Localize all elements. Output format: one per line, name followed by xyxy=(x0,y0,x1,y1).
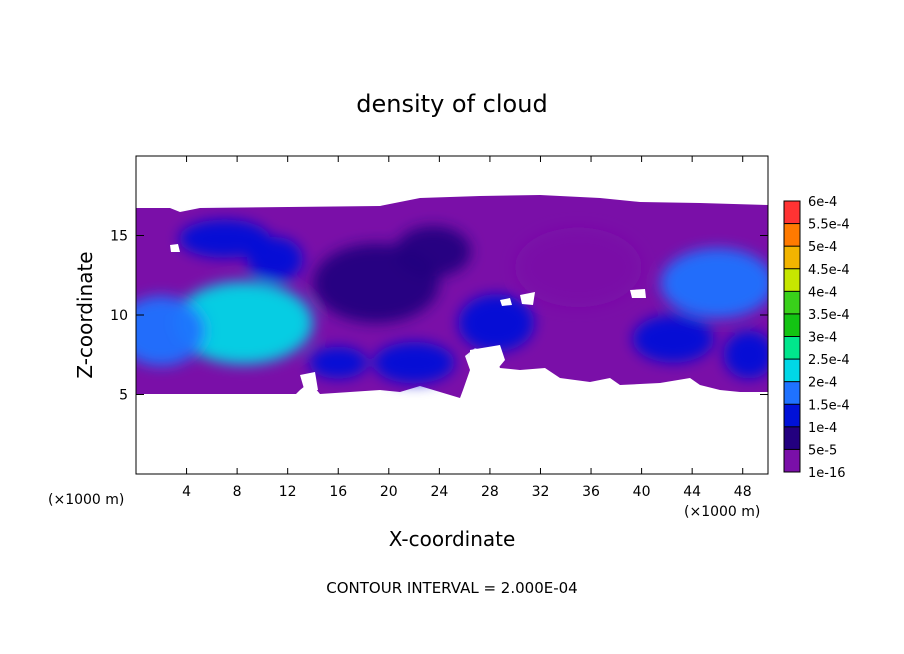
colorbar-swatch xyxy=(784,223,800,247)
x-tick-label: 12 xyxy=(279,484,297,500)
cloud-blob xyxy=(178,219,270,258)
cloud-blob xyxy=(136,295,206,366)
cloud-blob xyxy=(173,281,313,365)
x-tick-label: 24 xyxy=(430,484,448,500)
colorbar-swatch xyxy=(784,291,800,314)
x-tick-label: 48 xyxy=(734,484,752,500)
x-tick-label: 8 xyxy=(233,484,242,500)
chart-title: density of cloud xyxy=(356,90,547,118)
colorbar-swatch xyxy=(784,404,800,427)
colorbar: 1e-16 5e-5 1e-4 1.5e-4 2e-4 2.5e-4 3e-4 3.5e-4 4… xyxy=(783,195,850,481)
x-tick-label: 16 xyxy=(329,484,347,500)
colorbar-swatch xyxy=(784,313,800,337)
colorbar-label: 6e-4 xyxy=(808,195,837,210)
y-tick-label: 10 xyxy=(110,308,128,324)
contour-interval-note: CONTOUR INTERVAL = 2.000E-04 xyxy=(326,579,577,597)
colorbar-label: 1.5e-4 xyxy=(808,398,850,413)
colorbar-swatch xyxy=(784,359,800,382)
clear-air-gaps xyxy=(170,244,646,392)
colorbar-label: 5e-5 xyxy=(808,443,837,458)
cloud-blob xyxy=(458,294,535,352)
x-unit-left: (×1000 m) xyxy=(48,492,124,508)
colorbar-label: 5e-4 xyxy=(808,240,837,255)
x-tick-label: 4 xyxy=(182,484,191,500)
x-unit-right: (×1000 m) xyxy=(684,504,760,520)
colorbar-label: 1e-4 xyxy=(808,421,837,436)
colorbar-swatch xyxy=(784,201,800,224)
cloud-blob xyxy=(632,315,714,363)
x-tick-label: 36 xyxy=(582,484,600,500)
cloud-blob xyxy=(373,342,455,384)
colorbar-label: 2.5e-4 xyxy=(808,353,850,368)
cloud-blob xyxy=(723,330,768,379)
cloud-blob xyxy=(515,227,642,308)
colorbar-label: 3.5e-4 xyxy=(808,308,850,323)
colorbar-label: 5.5e-4 xyxy=(808,218,850,233)
x-tick-label: 20 xyxy=(380,484,398,500)
cloud-blob xyxy=(247,237,303,282)
colorbar-swatch xyxy=(784,381,800,405)
y-tick-label: 15 xyxy=(110,229,128,245)
y-tick-label: 5 xyxy=(119,388,128,404)
x-tick-label: 32 xyxy=(532,484,550,500)
colorbar-label: 1e-16 xyxy=(808,466,846,481)
cloud-blob xyxy=(312,243,440,323)
x-axis-label: X-coordinate xyxy=(389,527,516,551)
colorbar-label: 4e-4 xyxy=(808,285,837,300)
cloud-blob xyxy=(309,346,368,379)
colorbar-swatch xyxy=(784,246,800,269)
colorbar-label: 2e-4 xyxy=(808,376,837,391)
colorbar-label: 4.5e-4 xyxy=(808,263,850,278)
cloud-blob xyxy=(660,248,768,319)
x-tick-label: 40 xyxy=(633,484,651,500)
colorbar-label: 3e-4 xyxy=(808,331,837,346)
y-axis-label: Z-coordinate xyxy=(73,251,97,378)
colorbar-swatch xyxy=(784,268,800,292)
x-tick-label: 44 xyxy=(683,484,701,500)
x-tick-label: 28 xyxy=(481,484,499,500)
plot-area xyxy=(136,195,768,398)
colorbar-swatch xyxy=(784,449,800,472)
colorbar-swatch xyxy=(784,426,800,450)
colorbar-swatch xyxy=(784,336,800,360)
